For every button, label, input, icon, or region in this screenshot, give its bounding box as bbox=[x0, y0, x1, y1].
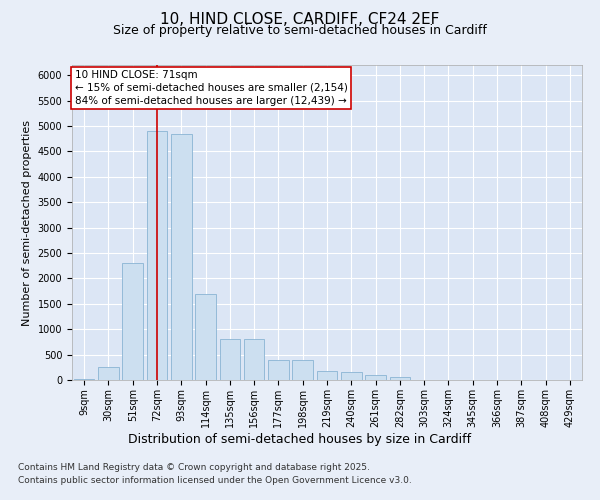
Bar bbox=[341, 372, 362, 380]
Bar bbox=[389, 378, 410, 380]
Bar bbox=[220, 340, 240, 380]
Text: Distribution of semi-detached houses by size in Cardiff: Distribution of semi-detached houses by … bbox=[128, 432, 472, 446]
Bar bbox=[317, 371, 337, 380]
Bar bbox=[122, 263, 143, 380]
Bar bbox=[244, 340, 265, 380]
Bar bbox=[268, 360, 289, 380]
Y-axis label: Number of semi-detached properties: Number of semi-detached properties bbox=[22, 120, 32, 326]
Bar bbox=[98, 367, 119, 380]
Bar bbox=[146, 131, 167, 380]
Text: Contains public sector information licensed under the Open Government Licence v3: Contains public sector information licen… bbox=[18, 476, 412, 485]
Text: Contains HM Land Registry data © Crown copyright and database right 2025.: Contains HM Land Registry data © Crown c… bbox=[18, 464, 370, 472]
Bar bbox=[171, 134, 191, 380]
Bar bbox=[292, 360, 313, 380]
Text: 10 HIND CLOSE: 71sqm
← 15% of semi-detached houses are smaller (2,154)
84% of se: 10 HIND CLOSE: 71sqm ← 15% of semi-detac… bbox=[74, 70, 347, 106]
Text: Size of property relative to semi-detached houses in Cardiff: Size of property relative to semi-detach… bbox=[113, 24, 487, 37]
Bar bbox=[74, 378, 94, 380]
Text: 10, HIND CLOSE, CARDIFF, CF24 2EF: 10, HIND CLOSE, CARDIFF, CF24 2EF bbox=[160, 12, 440, 28]
Bar bbox=[365, 376, 386, 380]
Bar bbox=[195, 294, 216, 380]
